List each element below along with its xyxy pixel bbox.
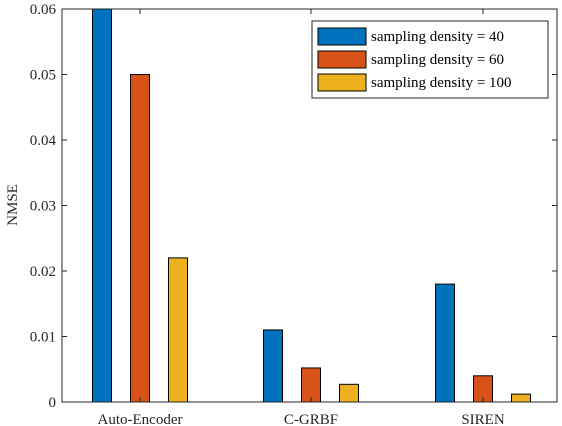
y-tick-label: 0.01 xyxy=(30,330,56,346)
legend: sampling density = 40 sampling density = … xyxy=(311,20,549,99)
legend-label-series-2: sampling density = 60 xyxy=(371,52,504,68)
legend-swatch-series-2 xyxy=(317,50,367,69)
y-tick-label: 0.02 xyxy=(30,264,56,280)
bar-c-grbf-series-1 xyxy=(263,329,283,403)
legend-swatch-series-1 xyxy=(317,27,367,46)
bar-c-grbf-series-2 xyxy=(301,367,321,403)
bars-layer xyxy=(92,8,531,403)
y-axis-title: NMSE xyxy=(5,184,21,226)
bar-auto-encoder-series-3 xyxy=(168,257,188,403)
bar-auto-encoder-series-2 xyxy=(130,74,150,403)
axis-ticks xyxy=(62,8,557,403)
bar-siren-series-3 xyxy=(511,393,531,403)
legend-swatch-series-3 xyxy=(317,73,367,92)
x-tick-labels: Auto-Encoder C-GRBF SIREN xyxy=(98,412,505,426)
y-tick-labels: 0 0.01 0.02 0.03 0.04 0.05 0.06 xyxy=(30,2,57,411)
bar-auto-encoder-series-1 xyxy=(92,8,112,403)
x-tick-label: C-GRBF xyxy=(284,412,338,426)
legend-label-series-1: sampling density = 40 xyxy=(371,29,504,45)
y-tick-label: 0.05 xyxy=(30,68,56,84)
y-tick-label: 0.03 xyxy=(30,199,56,215)
x-tick-label: SIREN xyxy=(461,412,505,426)
bar-c-grbf-series-3 xyxy=(339,383,359,403)
x-tick-label: Auto-Encoder xyxy=(98,412,183,426)
bar-siren-series-1 xyxy=(435,283,455,403)
y-tick-label: 0 xyxy=(49,395,57,411)
y-tick-label: 0.04 xyxy=(30,133,57,149)
y-tick-label: 0.06 xyxy=(30,2,57,18)
legend-label-series-3: sampling density = 100 xyxy=(371,75,512,91)
